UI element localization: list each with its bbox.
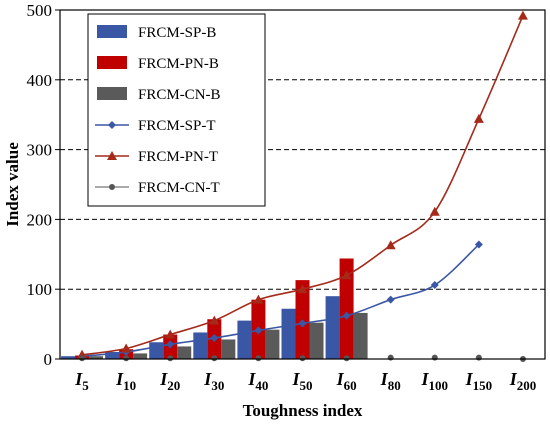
x-tick-label: I150 — [465, 369, 493, 393]
bar — [353, 312, 368, 359]
bar — [149, 342, 164, 359]
bar — [237, 320, 252, 359]
bar — [177, 346, 192, 359]
legend: FRCM-SP-B FRCM-PN-B FRCM-CN-B FRCM-SP-T FRCM… — [87, 13, 266, 207]
point — [166, 340, 175, 349]
bar — [61, 356, 76, 359]
point — [108, 121, 116, 129]
plot-frame — [59, 9, 546, 360]
point — [211, 355, 218, 362]
bar — [339, 258, 354, 359]
y-tick-label: 400 — [27, 71, 53, 90]
y-tick-label: 100 — [27, 280, 53, 299]
point — [387, 354, 394, 361]
legend-box — [87, 13, 266, 207]
bar — [221, 339, 236, 359]
point — [79, 355, 86, 362]
point — [343, 355, 350, 362]
bar — [193, 332, 208, 359]
legend-label: FRCM-CN-B — [138, 87, 221, 103]
point — [107, 151, 117, 160]
point — [254, 326, 263, 335]
x-tick-label: I10 — [115, 369, 136, 393]
x-tick-label: I100 — [421, 369, 449, 393]
y-tick-labels: 0 100 200 300 400 500 — [27, 1, 53, 369]
x-tick-label: I60 — [336, 369, 357, 393]
x-tick-label: I20 — [159, 369, 180, 393]
point — [342, 311, 351, 320]
x-tick-label: I80 — [380, 369, 401, 393]
point — [77, 349, 88, 359]
legend-swatch — [97, 56, 127, 69]
point — [429, 206, 440, 216]
point — [473, 113, 484, 123]
point — [298, 319, 307, 328]
legend-label: FRCM-PN-T — [138, 149, 218, 165]
point — [109, 184, 115, 190]
bar-group — [61, 258, 368, 359]
point — [475, 354, 482, 361]
point — [165, 329, 176, 339]
line-group — [77, 10, 528, 362]
point — [386, 295, 395, 304]
bar — [133, 353, 148, 359]
y-tick-label: 300 — [27, 141, 53, 160]
y-tick-label: 0 — [44, 350, 53, 369]
x-tick-label: I5 — [74, 369, 89, 393]
y-tick-label: 200 — [27, 210, 53, 229]
point — [123, 355, 130, 362]
x-tick-label: I200 — [509, 369, 537, 393]
bar — [89, 356, 104, 359]
x-tick-labels: I5 I10 I20 I30 I40 I50 I60 I80 I100 I150 I200 — [74, 369, 536, 393]
point — [299, 355, 306, 362]
bar — [105, 352, 120, 359]
legend-label: FRCM-SP-B — [138, 25, 216, 41]
point — [517, 10, 528, 20]
point — [255, 355, 262, 362]
legend-swatch — [97, 87, 127, 100]
y-tick-label: 500 — [27, 1, 53, 20]
point — [474, 240, 483, 249]
point — [210, 334, 219, 343]
legend-swatch — [97, 25, 127, 38]
point — [253, 294, 264, 304]
bar — [265, 329, 280, 359]
point — [430, 281, 439, 290]
point — [209, 315, 220, 325]
axes — [55, 9, 546, 360]
point — [167, 355, 174, 362]
series-line — [81, 243, 480, 358]
x-tick-label: I30 — [203, 369, 224, 393]
point — [297, 284, 308, 294]
bar — [281, 308, 296, 359]
bar — [309, 322, 324, 359]
series-line — [81, 15, 524, 356]
y-axis-title: Index value — [3, 142, 22, 227]
legend-label: FRCM-PN-B — [138, 56, 219, 72]
point — [341, 270, 352, 280]
point — [431, 354, 438, 361]
point — [385, 240, 396, 250]
legend-label: FRCM-SP-T — [138, 118, 216, 134]
x-tick-label: I40 — [247, 369, 268, 393]
x-axis-title: Toughness index — [243, 401, 363, 420]
x-tick-label: I50 — [291, 369, 312, 393]
legend-label: FRCM-CN-T — [138, 180, 220, 196]
point — [121, 343, 132, 353]
bar — [325, 296, 340, 359]
